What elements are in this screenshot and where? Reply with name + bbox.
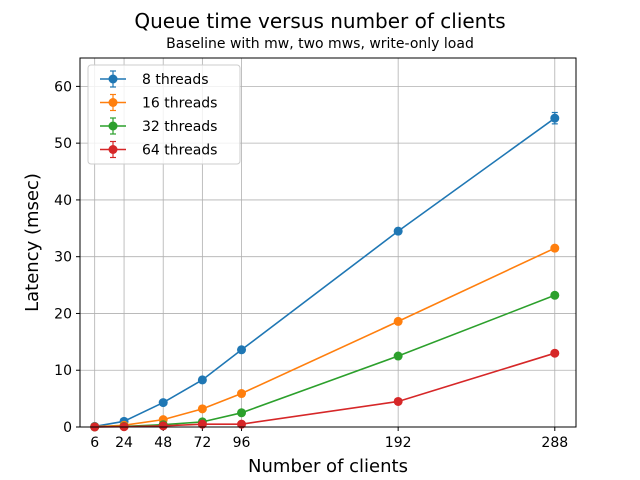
data-point (237, 345, 247, 355)
x-tick-label: 96 (233, 435, 251, 451)
legend-item: 16 threads (100, 93, 217, 112)
data-point (237, 419, 247, 429)
y-tick-label: 10 (54, 363, 72, 379)
data-point (197, 375, 207, 385)
x-tick-label: 48 (154, 435, 172, 451)
series-2 (90, 290, 560, 432)
plot-frame (79, 57, 577, 428)
x-axis-label: Number of clients (248, 456, 408, 477)
data-point (393, 396, 403, 406)
legend-swatch-marker (108, 121, 118, 131)
data-point (550, 348, 560, 358)
legend-label: 32 threads (142, 119, 217, 135)
y-tick-label: 30 (54, 250, 72, 266)
data-point (237, 408, 247, 418)
y-tick-label: 0 (63, 420, 72, 436)
chart-subtitle: Baseline with mw, two mws, write-only lo… (166, 36, 474, 52)
data-point (197, 419, 207, 429)
data-point (393, 226, 403, 236)
y-axis-label: Latency (msec) (22, 173, 43, 312)
data-point (550, 113, 560, 123)
legend-swatch-marker (108, 145, 118, 154)
y-ticks: 0 10 20 30 40 50 60 (54, 79, 80, 436)
data-point (550, 243, 560, 253)
grid (80, 58, 576, 428)
legend-label: 16 threads (142, 96, 217, 112)
x-ticks: 6 24 48 72 96 192 288 (90, 427, 568, 451)
legend-item: 32 threads (100, 117, 217, 135)
legend-box (87, 64, 241, 165)
legend-item: 64 threads (100, 140, 217, 159)
legend-swatch-marker (108, 74, 118, 84)
data-point (197, 404, 207, 414)
legend: 8 threads 16 threads 32 threads 64 threads (87, 64, 241, 165)
x-tick-label: 24 (115, 435, 133, 451)
x-tick-label: 6 (90, 435, 99, 451)
legend-swatch-marker (108, 98, 118, 107)
x-tick-label: 288 (541, 435, 568, 451)
data-point (393, 316, 403, 326)
data-point (393, 351, 403, 361)
y-tick-label: 20 (54, 306, 72, 322)
legend-label: 8 threads (142, 72, 209, 88)
y-tick-label: 50 (54, 136, 72, 152)
legend-label: 64 threads (142, 143, 217, 159)
y-tick-label: 60 (54, 79, 72, 95)
data-point (158, 421, 168, 431)
x-tick-label: 72 (193, 435, 211, 451)
y-tick-label: 40 (54, 193, 72, 209)
data-point (550, 290, 560, 300)
x-tick-label: 192 (385, 435, 412, 451)
data-point (158, 398, 168, 408)
chart-title: Queue time versus number of clients (134, 9, 505, 33)
series-line (94, 294, 556, 428)
legend-item: 8 threads (100, 70, 209, 88)
data-point (237, 389, 247, 399)
